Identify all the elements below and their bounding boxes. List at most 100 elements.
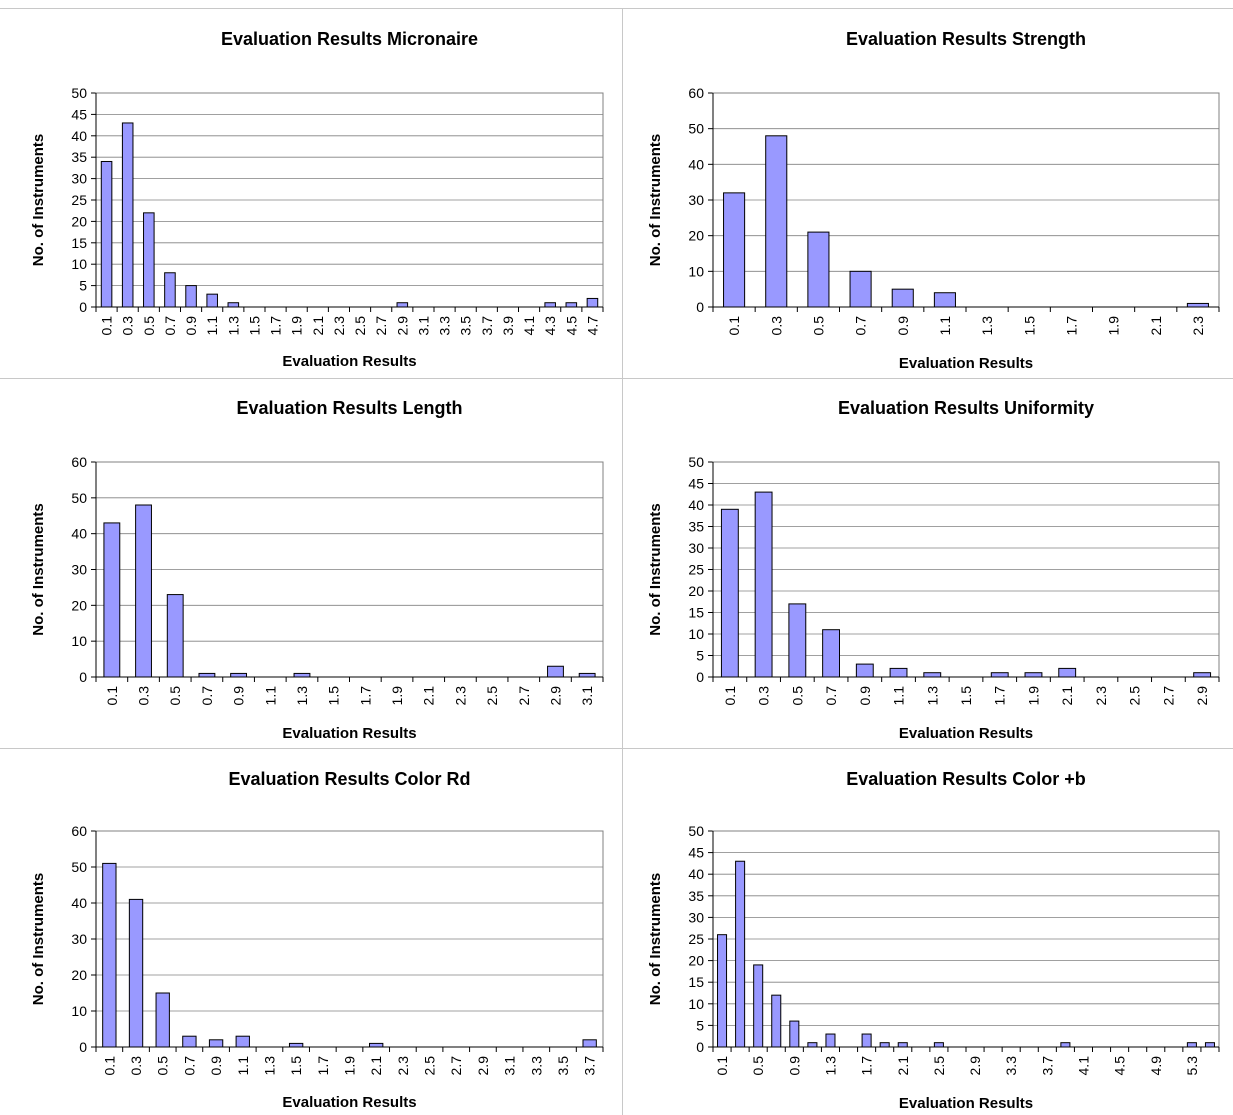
y-tick-label: 40: [688, 156, 704, 172]
x-tick-label: 4.9: [1148, 1056, 1164, 1076]
y-tick-label: 5: [79, 278, 87, 294]
x-tick-label: 3.5: [555, 1056, 571, 1076]
y-tick-label: 5: [696, 648, 704, 664]
bar-0.5: [143, 212, 155, 308]
x-tick-label: 2.1: [1059, 686, 1075, 706]
y-tick-label: 35: [688, 888, 704, 904]
x-tick-label: 2.9: [394, 316, 410, 336]
y-tick-label: 45: [71, 106, 87, 122]
bar-1.9: [879, 1042, 890, 1048]
y-tick-label: 25: [688, 931, 704, 947]
x-tick-label: 0.5: [141, 316, 157, 336]
y-axis-title: No. of Instruments: [30, 873, 47, 1006]
x-tick-label: 1.5: [1021, 316, 1037, 336]
bar-0.7: [182, 1035, 197, 1048]
bar-1.3: [923, 672, 942, 678]
y-tick-label: 10: [71, 633, 87, 649]
x-axis-title: Evaluation Results: [899, 725, 1033, 742]
chart-panel-color-b: Evaluation Results Color +b 0 5 10 15 20 25 30 3…: [623, 749, 1233, 1115]
y-tick-label: 50: [71, 85, 87, 101]
x-tick-label: 5.3: [1184, 1056, 1200, 1076]
x-tick-label: 0.1: [99, 316, 115, 336]
bar-1.7: [990, 672, 1009, 678]
x-tick-label: 0.5: [750, 1056, 766, 1076]
y-tick-label: 0: [696, 1039, 704, 1055]
y-tick-label: 60: [688, 85, 704, 101]
bar-2.3: [1186, 302, 1209, 308]
x-tick-label: 1.3: [294, 686, 310, 706]
x-tick-label: 3.3: [528, 1056, 544, 1076]
x-tick-label: 4.5: [1112, 1056, 1128, 1076]
bar-0.9: [855, 663, 874, 678]
y-tick-label: 30: [71, 562, 87, 578]
x-tick-label: 2.9: [475, 1056, 491, 1076]
x-tick-label: 4.3: [542, 316, 558, 336]
x-tick-label: 1.9: [1025, 686, 1041, 706]
chart-title: Evaluation Results Strength: [846, 29, 1086, 49]
y-tick-label: 0: [79, 1039, 87, 1055]
bar-1.9: [1024, 672, 1043, 678]
x-tick-label: 1.1: [937, 316, 953, 336]
x-tick-label: 1.5: [246, 316, 262, 336]
x-tick-label: 1.1: [262, 686, 278, 706]
x-axis-title: Evaluation Results: [899, 1095, 1033, 1112]
bar-1.1: [889, 667, 908, 678]
bar-0.3: [765, 135, 788, 308]
x-tick-label: 0.1: [726, 316, 742, 336]
x-tick-label: 0.7: [823, 686, 839, 706]
x-tick-label: 0.3: [768, 316, 784, 336]
x-tick-label: 0.7: [853, 316, 869, 336]
x-tick-label: 0.5: [155, 1056, 171, 1076]
chart-uniformity: Evaluation Results Uniformity 0 5 10 15 20 25 3…: [647, 398, 1220, 742]
chart-panel-strength: Evaluation Results Strength 0 10 20 30 40 50 60…: [623, 9, 1233, 378]
x-tick-label: 1.7: [1063, 316, 1079, 336]
bar-0.9: [789, 1020, 800, 1048]
x-axis-title: Evaluation Results: [899, 355, 1033, 372]
x-tick-label: 1.1: [891, 686, 907, 706]
bar-1.3: [293, 672, 311, 678]
bar-0.7: [771, 994, 782, 1048]
row-divider-2: [0, 748, 1233, 749]
y-tick-label: 30: [71, 171, 87, 187]
bar-4.3: [544, 302, 556, 308]
x-tick-label: 4.7: [584, 316, 600, 336]
x-tick-label: 0.7: [199, 686, 215, 706]
y-tick-label: 50: [71, 490, 87, 506]
y-tick-label: 15: [688, 605, 704, 621]
bar-1.1: [933, 292, 956, 308]
chart-title: Evaluation Results Length: [236, 398, 462, 418]
chart-title: Evaluation Results Color Rd: [228, 769, 470, 789]
x-tick-label: 3.7: [479, 316, 495, 336]
bar-0.5: [807, 231, 830, 308]
bar-0.3: [754, 491, 773, 678]
vertical-divider: [622, 8, 623, 1115]
bar-5.5: [1204, 1042, 1215, 1048]
bar-0.7: [164, 272, 176, 308]
y-tick-label: 0: [696, 669, 704, 685]
x-tick-label: 2.7: [373, 316, 389, 336]
x-tick-label: 2.7: [516, 686, 532, 706]
bar-0.1: [102, 862, 117, 1048]
y-tick-label: 60: [71, 454, 87, 470]
y-tick-label: 20: [688, 228, 704, 244]
bar-0.1: [723, 192, 746, 308]
chart-panel-length: Evaluation Results Length 0 10 20 30 40 50 60 0.…: [0, 379, 622, 748]
y-tick-label: 50: [688, 454, 704, 470]
x-tick-label: 2.9: [967, 1056, 983, 1076]
bar-5.3: [1186, 1042, 1197, 1048]
bar-0.7: [822, 629, 840, 678]
chart-panel-uniformity: Evaluation Results Uniformity 0 5 10 15 20 25 3…: [623, 379, 1233, 748]
bar-0.3: [128, 898, 144, 1048]
x-tick-label: 2.5: [484, 686, 500, 706]
x-tick-label: 1.1: [204, 316, 220, 336]
x-axis-title: Evaluation Results: [282, 353, 416, 370]
x-tick-label: 2.1: [310, 316, 326, 336]
y-axis-title: No. of Instruments: [30, 134, 47, 267]
y-tick-label: 50: [688, 823, 704, 839]
y-tick-label: 45: [688, 845, 704, 861]
x-tick-label: 1.7: [315, 1056, 331, 1076]
y-tick-label: 30: [688, 192, 704, 208]
y-tick-label: 5: [696, 1017, 704, 1033]
x-tick-label: 2.5: [1127, 686, 1143, 706]
y-tick-label: 25: [688, 562, 704, 578]
